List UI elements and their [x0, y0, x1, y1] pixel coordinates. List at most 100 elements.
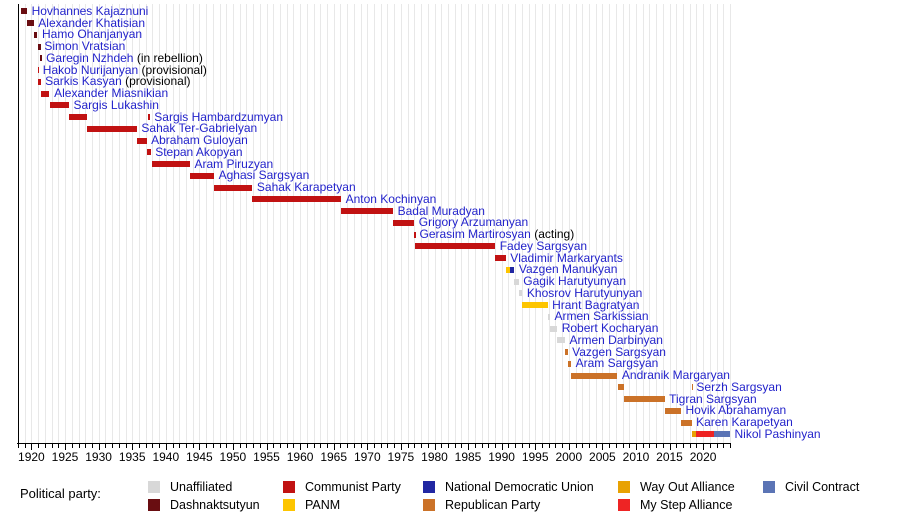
- year-tick: [91, 444, 93, 448]
- year-gridline: [132, 4, 134, 443]
- year-tick-label: 2020: [689, 450, 717, 464]
- year-gridline: [555, 4, 557, 443]
- year-tick-label: 2005: [589, 450, 616, 464]
- year-tick: [582, 444, 584, 448]
- year-tick: [118, 444, 120, 448]
- legend-swatch-unaffiliated: [148, 481, 160, 493]
- legend-swatch-dashnaktsutyun: [148, 499, 160, 511]
- year-gridline: [629, 4, 631, 443]
- year-tick: [172, 444, 174, 448]
- term-bar: [567, 360, 572, 367]
- person-label: Hovik Abrahamyan: [686, 404, 787, 417]
- person-name: Stepan Akopyan: [155, 144, 243, 159]
- person-name: Gerasim Martirosyan: [419, 227, 531, 242]
- year-gridline: [199, 4, 201, 443]
- person-name: Nikol Pashinyan: [734, 426, 821, 441]
- year-gridline: [703, 4, 705, 443]
- year-tick: [125, 444, 127, 448]
- year-tick: [286, 444, 288, 448]
- year-tick-label: 2010: [622, 450, 650, 464]
- person-label: Simon Vratsian: [44, 40, 125, 53]
- year-gridline: [360, 4, 362, 443]
- person-name: Sahak Karapetyan: [256, 180, 356, 195]
- year-tick: [38, 444, 40, 448]
- year-tick: [353, 444, 355, 448]
- year-gridline: [320, 4, 322, 443]
- year-tick: [447, 444, 449, 448]
- year-gridline: [481, 4, 483, 443]
- person-name: Robert Kocharyan: [561, 321, 659, 336]
- year-gridline: [535, 4, 537, 443]
- year-gridline: [548, 4, 550, 443]
- year-tick: [232, 444, 234, 450]
- year-tick: [112, 444, 113, 448]
- term-bar: [624, 396, 665, 403]
- year-tick: [494, 444, 496, 448]
- year-tick-label: 1990: [488, 450, 515, 464]
- term-bar: [341, 208, 394, 215]
- year-tick: [293, 444, 295, 448]
- timeline-chart: Hovhannes Kajaznuni Alexander Khatisian Ha…: [17, 4, 821, 464]
- year-tick: [676, 444, 678, 448]
- year-tick-label: 1950: [219, 450, 247, 464]
- year-gridline: [434, 4, 436, 443]
- term-bar: [415, 243, 496, 250]
- person-name: Vazgen Sargsyan: [572, 344, 666, 359]
- year-tick: [562, 444, 564, 448]
- year-tick: [380, 444, 382, 448]
- person-label: Hakob Nurijanyan (provisional): [43, 63, 207, 77]
- year-tick-label: 1955: [253, 450, 280, 464]
- year-gridline: [642, 4, 644, 443]
- year-tick: [515, 444, 517, 448]
- person-label: Armen Darbinyan: [570, 333, 663, 347]
- year-gridline: [31, 4, 33, 443]
- year-gridline: [447, 4, 449, 443]
- term-bar: [571, 372, 618, 379]
- year-gridline: [273, 4, 275, 443]
- year-tick: [313, 444, 315, 448]
- year-gridline: [353, 4, 355, 443]
- year-gridline: [541, 4, 543, 443]
- year-tick: [400, 444, 402, 450]
- year-tick: [723, 444, 725, 448]
- year-gridline: [649, 4, 651, 443]
- year-gridline: [58, 4, 60, 443]
- year-tick: [709, 444, 711, 448]
- person-name: Grigory Arzumanyan: [418, 215, 529, 230]
- year-gridline: [582, 4, 584, 443]
- year-gridline: [239, 4, 241, 443]
- year-tick: [18, 444, 19, 448]
- year-gridline: [51, 4, 53, 443]
- year-gridline: [636, 4, 637, 443]
- term-bar: [146, 149, 151, 156]
- year-gridline: [683, 4, 684, 443]
- year-gridline: [427, 4, 429, 443]
- year-gridline: [152, 4, 154, 443]
- year-gridline: [568, 4, 570, 443]
- person-label: Aram Sargsyan: [576, 357, 659, 370]
- term-bar: [37, 43, 39, 50]
- year-gridline: [528, 4, 530, 443]
- term-bar: [39, 43, 41, 50]
- person-name: Aram Sargsyan: [575, 356, 659, 371]
- year-gridline: [508, 4, 510, 443]
- year-tick: [414, 444, 416, 448]
- year-tick: [199, 444, 201, 450]
- year-tick: [212, 444, 214, 448]
- year-tick: [266, 444, 268, 450]
- person-label: Aghasi Sargsyan: [219, 169, 310, 182]
- year-tick-label: 1945: [186, 450, 213, 464]
- legend-item-label: National Democratic Union: [445, 480, 594, 494]
- year-gridline: [185, 4, 187, 443]
- year-tick: [656, 444, 658, 448]
- year-tick: [132, 444, 134, 450]
- year-tick: [474, 444, 476, 448]
- term-bar: [21, 8, 27, 15]
- person-label: Sahak Ter-Gabrielyan: [141, 122, 257, 135]
- year-tick: [340, 444, 342, 448]
- legend-item-label: Unaffiliated: [170, 480, 233, 494]
- year-tick: [454, 444, 456, 448]
- year-gridline: [501, 4, 503, 443]
- year-tick: [407, 444, 409, 448]
